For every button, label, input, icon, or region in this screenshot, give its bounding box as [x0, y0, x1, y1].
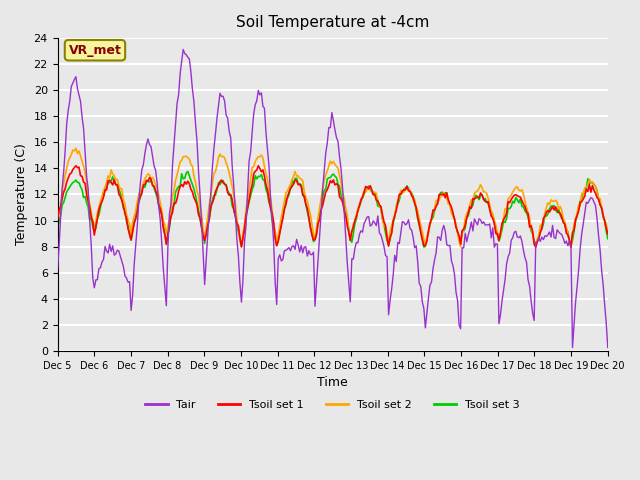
Legend: Tair, Tsoil set 1, Tsoil set 2, Tsoil set 3: Tair, Tsoil set 1, Tsoil set 2, Tsoil se… — [141, 395, 524, 414]
Title: Soil Temperature at -4cm: Soil Temperature at -4cm — [236, 15, 429, 30]
Text: VR_met: VR_met — [68, 44, 122, 57]
Y-axis label: Temperature (C): Temperature (C) — [15, 144, 28, 245]
X-axis label: Time: Time — [317, 376, 348, 389]
